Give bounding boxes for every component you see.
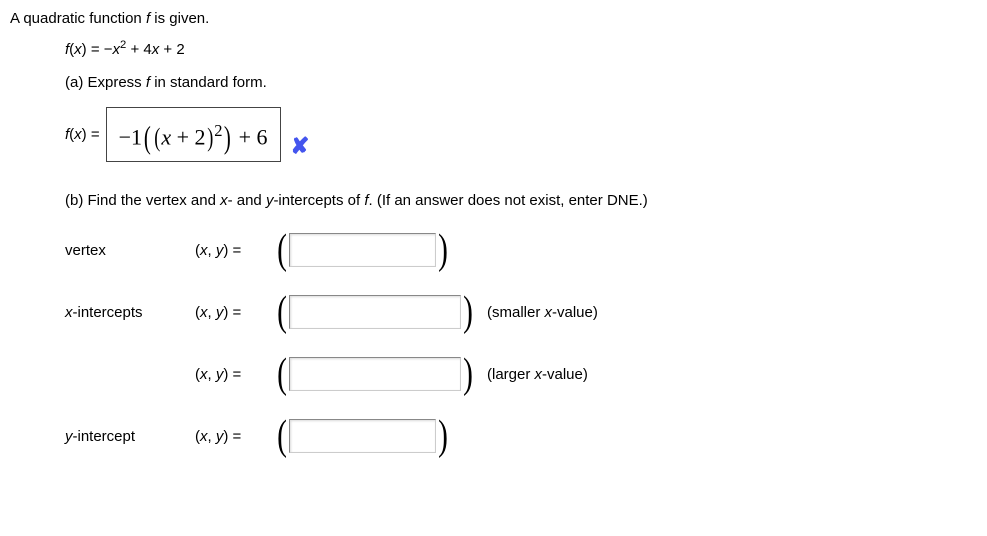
- intro-end: is given.: [150, 10, 209, 27]
- yint-input[interactable]: [289, 419, 436, 453]
- part-a-answer-row: f(x) = −1((x + 2)2) + 6 ✘: [65, 107, 987, 162]
- eq-rhs-start: −x: [104, 41, 120, 58]
- ans-suffix: + 6: [233, 124, 267, 149]
- xint-larger-input[interactable]: [289, 357, 461, 391]
- xint2-xy: (x, y) =: [195, 366, 275, 383]
- part-b-xvar: x: [220, 192, 228, 209]
- xint-smaller-input[interactable]: [289, 295, 461, 329]
- part-a-prompt: (a) Express f in standard form.: [65, 74, 987, 91]
- part-b-end: . (If an answer does not exist, enter DN…: [368, 192, 647, 209]
- inner-paren-l: (: [154, 123, 160, 153]
- xint-row-2: (x, y) = ( ) (larger x-value): [65, 353, 987, 395]
- eq-rhs-rest: + 4x + 2: [126, 41, 184, 58]
- vertex-input[interactable]: [289, 233, 436, 267]
- part-a-lhs: f(x) =: [65, 126, 100, 143]
- equation-line: f(x) = −x2 + 4x + 2: [65, 39, 987, 58]
- part-b-prompt: (b) Find the vertex and x- and y-interce…: [65, 192, 987, 209]
- vertex-xy: (x, y) =: [195, 242, 275, 259]
- xint1-xy: (x, y) =: [195, 304, 275, 321]
- xint2-hint: (larger x-value): [487, 366, 588, 383]
- part-b-mid2: -intercepts of: [273, 192, 364, 209]
- yint-label: y-intercept: [65, 428, 195, 445]
- xint-label: x-intercepts: [65, 304, 195, 321]
- part-b-mid: - and: [228, 192, 266, 209]
- standard-form-input[interactable]: −1((x + 2)2) + 6: [106, 107, 281, 162]
- ans-plus: + 2: [171, 124, 205, 149]
- inner-paren-r: ): [207, 123, 213, 153]
- vertex-label: vertex: [65, 242, 195, 259]
- part-b-label: (b) Find the vertex and: [65, 192, 220, 209]
- part-a-label-end: in standard form.: [150, 74, 267, 91]
- yint-xy: (x, y) =: [195, 428, 275, 445]
- xint-row-1: x-intercepts (x, y) = ( ) (smaller x-val…: [65, 291, 987, 333]
- part-a-label: (a) Express: [65, 74, 146, 91]
- vertex-row: vertex (x, y) = ( ): [65, 229, 987, 271]
- ans-x: x: [161, 124, 171, 149]
- ans-prefix: −1: [119, 124, 142, 149]
- outer-paren-r: ): [224, 122, 231, 152]
- eq-lhs: (x) =: [69, 41, 104, 58]
- outer-paren-l: (: [144, 122, 151, 152]
- xint1-hint: (smaller x-value): [487, 304, 598, 321]
- wrong-icon: ✘: [291, 133, 309, 159]
- yint-row: y-intercept (x, y) = ( ): [65, 415, 987, 457]
- ans-exp: 2: [214, 121, 222, 140]
- intro-text: A quadratic function: [10, 10, 146, 27]
- intro-line: A quadratic function f is given.: [10, 10, 987, 27]
